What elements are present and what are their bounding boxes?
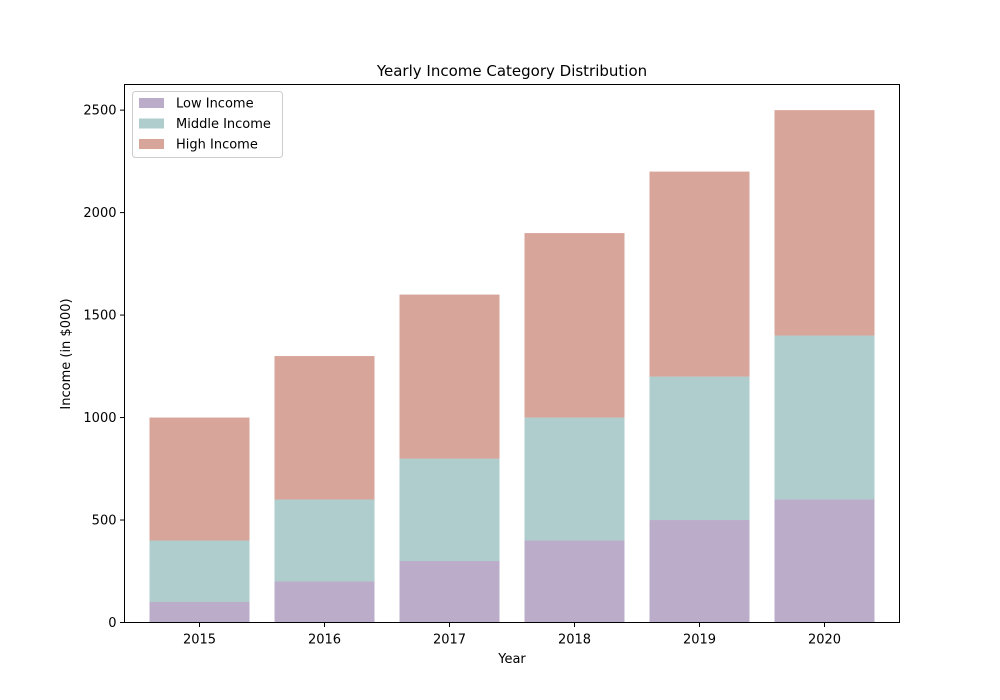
legend-label-middle-income: Middle Income [176, 117, 271, 132]
x-tick-label-2017: 2017 [433, 633, 466, 648]
bar-middle-income-2018 [524, 417, 625, 541]
bar-high-income-2020 [774, 110, 875, 336]
bar-low-income-2015 [149, 602, 250, 623]
bar-middle-income-2016 [274, 499, 375, 582]
legend: Low Income Middle Income High Income [132, 91, 283, 158]
x-axis: 2015 2016 2017 2018 2019 2020 [183, 622, 841, 648]
x-tick-label-2019: 2019 [683, 633, 716, 648]
bar-middle-income-2019 [649, 376, 750, 521]
y-axis-label: Income (in $000) [59, 298, 74, 409]
y-tick-label-0: 0 [108, 616, 116, 631]
plot-frame [124, 84, 900, 623]
y-axis: 0 500 1000 1500 2000 2500 [83, 104, 125, 631]
legend-swatch-high-income [139, 139, 164, 149]
x-axis-label: Year [497, 652, 526, 667]
bar-middle-income-2015 [149, 540, 250, 603]
bar-low-income-2017 [399, 561, 500, 623]
legend-label-low-income: Low Income [176, 97, 254, 112]
y-tick-label-1500: 1500 [83, 309, 116, 324]
y-tick-label-2000: 2000 [83, 206, 116, 221]
bar-middle-income-2017 [399, 458, 500, 562]
bar-high-income-2017 [399, 294, 500, 459]
legend-label-high-income: High Income [176, 138, 258, 153]
bar-high-income-2016 [274, 356, 375, 500]
x-tick-label-2020: 2020 [808, 633, 841, 648]
x-tick-label-2018: 2018 [558, 633, 591, 648]
chart-title: Yearly Income Category Distribution [376, 62, 647, 80]
legend-swatch-middle-income [139, 118, 164, 129]
bar-high-income-2019 [649, 171, 750, 377]
x-tick-label-2016: 2016 [308, 633, 341, 648]
bar-low-income-2016 [274, 581, 375, 623]
y-tick-label-500: 500 [92, 514, 117, 529]
bars-layer [149, 110, 875, 623]
legend-frame [132, 91, 283, 158]
x-tick-label-2015: 2015 [183, 633, 216, 648]
bar-low-income-2019 [649, 520, 750, 623]
bar-low-income-2018 [524, 540, 625, 623]
bar-middle-income-2020 [774, 335, 875, 500]
legend-items: Low Income Middle Income High Income [139, 97, 271, 153]
bar-high-income-2015 [149, 417, 250, 541]
bar-high-income-2018 [524, 233, 625, 418]
legend-swatch-low-income [139, 98, 164, 108]
y-tick-label-1000: 1000 [83, 411, 116, 426]
y-tick-label-2500: 2500 [83, 104, 116, 119]
bar-low-income-2020 [774, 499, 875, 623]
